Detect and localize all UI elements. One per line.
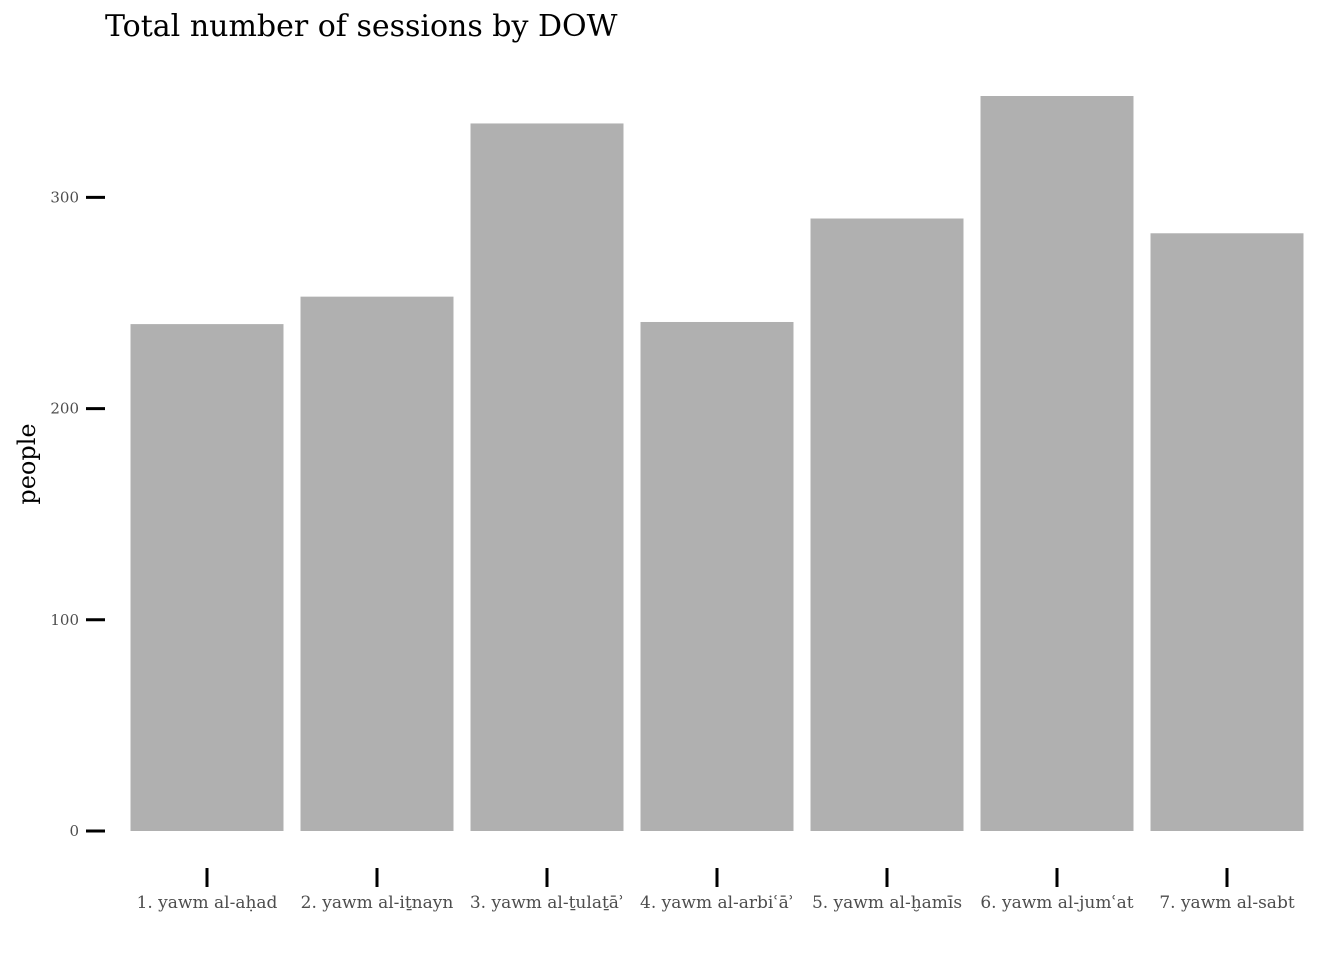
x-tick-label: 6. yawm al-jumʿat: [980, 893, 1133, 913]
x-tick-label: 4. yawm al-arbiʿāʾ: [640, 893, 794, 913]
bar-3: [470, 123, 624, 831]
x-tick-label: 7. yawm al-sabt: [1159, 893, 1294, 913]
bar-6: [980, 96, 1134, 831]
y-axis: 0 100 200 300: [50, 188, 105, 840]
bar-5: [810, 218, 964, 831]
y-tick-label: 0: [69, 822, 79, 840]
y-tick-label: 200: [50, 400, 79, 418]
x-tick-label: 1. yawm al-aḥad: [137, 893, 278, 913]
bar-1: [130, 324, 284, 831]
chart-title: Total number of sessions by DOW: [105, 9, 618, 44]
bars: [130, 96, 1304, 831]
bar-4: [640, 321, 794, 831]
bar-7: [1150, 233, 1304, 831]
x-tick-label: 3. yawm al-ṯulaṯāʾ: [470, 893, 624, 913]
x-axis: 1. yawm al-aḥad 2. yawm al-iṯnayn 3. yawm …: [137, 868, 1295, 913]
y-tick-label: 100: [50, 611, 79, 629]
y-tick-label: 300: [50, 188, 79, 206]
x-tick-label: 2. yawm al-iṯnayn: [301, 893, 454, 913]
x-tick-label: 5. yawm al-ḫamīs: [812, 893, 962, 913]
bar-2: [300, 296, 454, 831]
